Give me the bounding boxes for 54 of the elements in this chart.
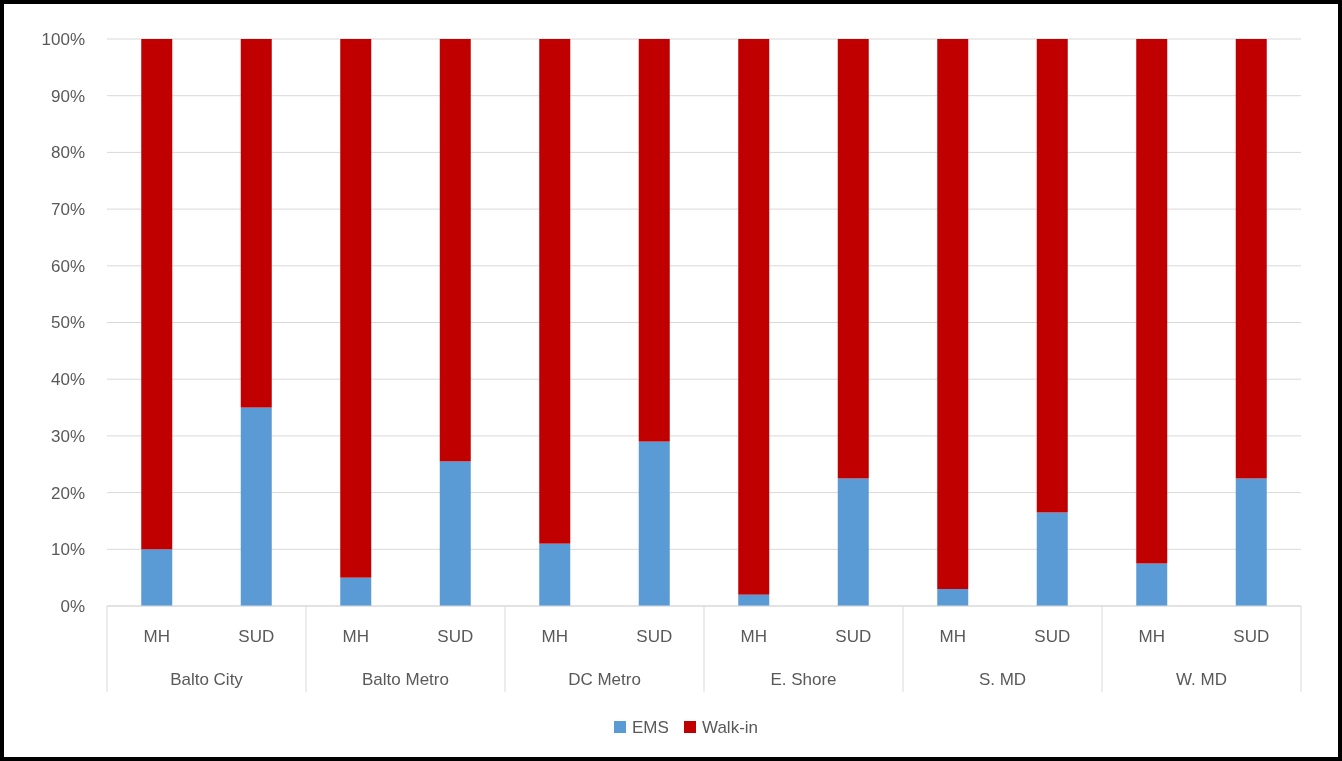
x-tick-label: SUD	[1233, 626, 1270, 646]
legend-label: EMS	[632, 717, 669, 737]
bar	[141, 39, 173, 550]
bar	[738, 39, 770, 595]
y-tick-label: 60%	[50, 256, 85, 276]
bar	[1136, 39, 1168, 564]
bar	[439, 39, 471, 462]
text: E. Shore	[770, 669, 837, 689]
text: DC Metro	[568, 669, 641, 689]
legend-label: Walk-in	[702, 717, 759, 737]
bar	[141, 549, 173, 606]
text: W. MD	[1176, 669, 1227, 689]
bar	[1036, 512, 1068, 606]
y-tick-label: 90%	[50, 86, 85, 106]
bar	[937, 39, 969, 589]
y-tick-label: 0%	[60, 596, 85, 616]
bar	[638, 441, 670, 606]
bar	[837, 39, 869, 479]
x-tick-label: MH	[740, 626, 767, 646]
text: Balto City	[170, 669, 244, 689]
text: Balto Metro	[362, 669, 449, 689]
y-tick-label: 10%	[50, 540, 85, 560]
y-tick-label: 70%	[50, 200, 85, 220]
y-tick-label: 30%	[50, 426, 85, 446]
bar	[439, 461, 471, 606]
bar	[837, 478, 869, 606]
bar	[240, 407, 272, 606]
x-tick-label: MH	[1138, 626, 1165, 646]
x-tick-label: SUD	[437, 626, 474, 646]
x-tick-label: MH	[342, 626, 369, 646]
y-tick-label: 40%	[50, 370, 85, 390]
x-tick-label: SUD	[238, 626, 275, 646]
x-tick-label: MH	[143, 626, 170, 646]
x-tick-label: SUD	[636, 626, 673, 646]
bar	[240, 39, 272, 408]
bar	[1235, 478, 1267, 606]
bar	[937, 588, 969, 606]
x-tick-label: MH	[939, 626, 966, 646]
bar	[1036, 39, 1068, 513]
y-tick-label: 80%	[50, 143, 85, 163]
bar	[539, 543, 571, 606]
bar	[1136, 563, 1168, 606]
x-tick-label: SUD	[835, 626, 872, 646]
y-tick-label: 100%	[41, 29, 85, 49]
bar	[539, 39, 571, 544]
x-tick-label: MH	[541, 626, 568, 646]
bar	[638, 39, 670, 442]
text: S. MD	[978, 669, 1027, 689]
y-tick-label: 50%	[50, 313, 85, 333]
y-tick-label: 20%	[50, 483, 85, 503]
bar	[340, 577, 372, 606]
x-tick-label: SUD	[1034, 626, 1071, 646]
bar	[1235, 39, 1267, 479]
bar	[340, 39, 372, 578]
